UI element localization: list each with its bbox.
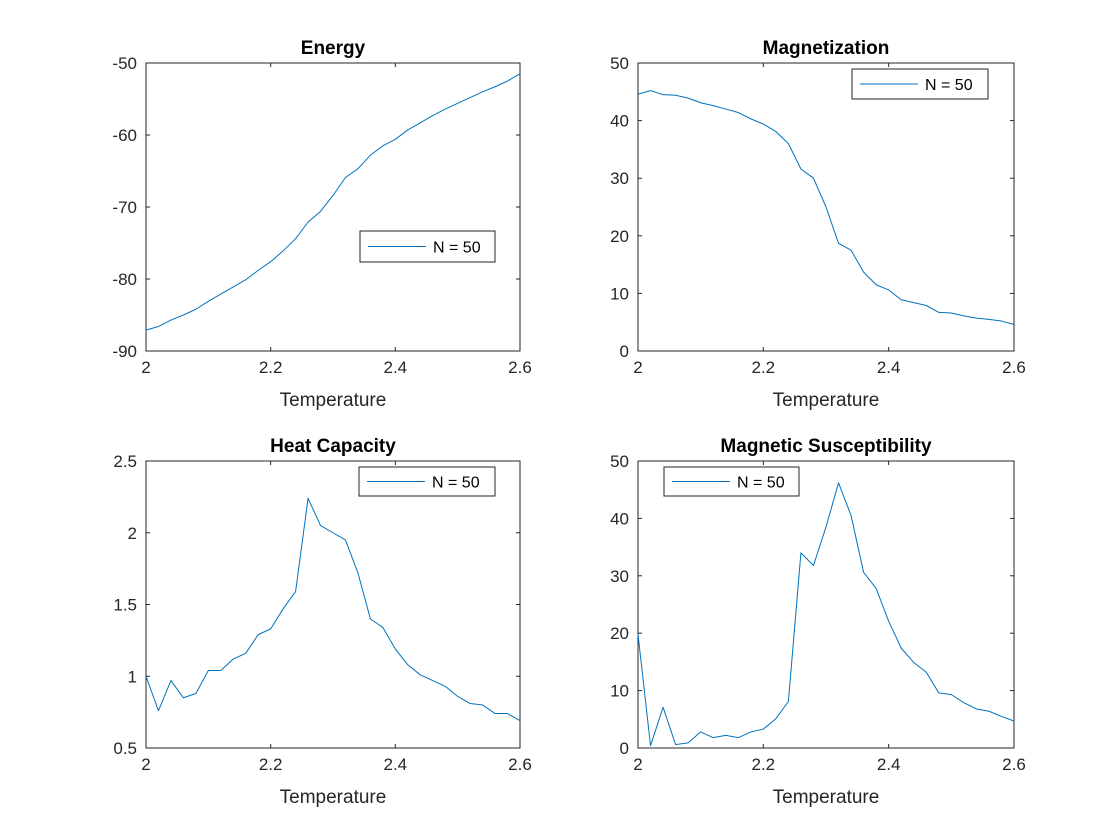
y-tick-label: 20: [610, 227, 629, 246]
series-line-n-50: [637, 482, 1015, 747]
y-tick-label: 1: [128, 667, 137, 686]
x-tick-label: 2.2: [752, 358, 776, 377]
y-tick-label: -90: [112, 342, 137, 361]
legend: N = 50: [851, 68, 989, 100]
y-tick-label: 1.5: [113, 596, 137, 615]
y-tick-label: 50: [610, 452, 629, 471]
x-tick-label: 2.4: [384, 755, 408, 774]
axes-box: [145, 62, 521, 352]
chart-title: Magnetic Susceptibility: [720, 436, 932, 457]
chart-heat-capacity: Heat Capacity 2 2.2 2.4 2.6 0.5 1 1.5 2 2.5 Temper…: [113, 436, 531, 808]
series-line-n-50: [637, 90, 1015, 325]
chart-magnetization: Magnetization 2 2.2 2.4 2.6 0 10 20 30 40 50 Temper…: [610, 38, 1026, 411]
legend-label: N = 50: [433, 240, 481, 257]
axes-box: [145, 460, 521, 749]
chart-title: Magnetization: [763, 38, 890, 59]
x-axis-label: Temperature: [773, 390, 880, 411]
legend: N = 50: [358, 466, 496, 497]
y-tick-label: 2.5: [113, 452, 137, 471]
x-tick-label: 2.6: [508, 358, 532, 377]
legend-label: N = 50: [925, 77, 973, 94]
axes-box: [637, 460, 1015, 749]
y-tick-label: 10: [610, 682, 629, 701]
x-axis-label: Temperature: [280, 787, 387, 808]
x-tick-label: 2.6: [1002, 358, 1026, 377]
legend-label: N = 50: [432, 475, 480, 492]
x-tick-label: 2.6: [508, 755, 532, 774]
y-tick-label: -60: [112, 126, 137, 145]
y-tick-label: 0.5: [113, 739, 137, 758]
y-tick-label: 30: [610, 567, 629, 586]
x-tick-label: 2: [633, 755, 642, 774]
series-line-n-50: [145, 73, 521, 331]
chart-title: Heat Capacity: [270, 436, 396, 457]
y-tick-label: 20: [610, 624, 629, 643]
y-tick-label: 50: [610, 54, 629, 73]
y-tick-label: 0: [620, 739, 629, 758]
x-tick-label: 2.2: [752, 755, 776, 774]
legend: N = 50: [359, 230, 496, 263]
y-tick-label: 40: [610, 112, 629, 131]
chart-title: Energy: [301, 38, 366, 59]
x-tick-label: 2: [141, 755, 150, 774]
x-axis-label: Temperature: [773, 787, 880, 808]
x-tick-label: 2.2: [259, 755, 283, 774]
series-line-n-50: [145, 497, 521, 722]
x-tick-label: 2.6: [1002, 755, 1026, 774]
x-tick-label: 2: [633, 358, 642, 377]
y-tick-label: 2: [128, 524, 137, 543]
y-tick-label: -70: [112, 198, 137, 217]
y-tick-label: 0: [620, 342, 629, 361]
x-tick-label: 2: [141, 358, 150, 377]
chart-magnetic-susceptibility: Magnetic Susceptibility 2 2.2 2.4 2.6 0 10 20 30…: [610, 436, 1026, 808]
x-tick-label: 2.4: [877, 755, 901, 774]
legend: N = 50: [663, 466, 800, 497]
x-tick-label: 2.4: [877, 358, 901, 377]
y-tick-label: 30: [610, 169, 629, 188]
y-tick-label: -80: [112, 270, 137, 289]
x-axis-label: Temperature: [280, 390, 387, 411]
y-tick-label: -50: [112, 54, 137, 73]
x-tick-label: 2.2: [259, 358, 283, 377]
y-tick-label: 40: [610, 509, 629, 528]
y-tick-label: 10: [610, 284, 629, 303]
legend-label: N = 50: [737, 475, 785, 492]
chart-energy: Energy 2 2.2 2.4 2.6 -90 -80 -70 -60 -50 Temperatu…: [112, 38, 531, 411]
x-tick-label: 2.4: [384, 358, 408, 377]
